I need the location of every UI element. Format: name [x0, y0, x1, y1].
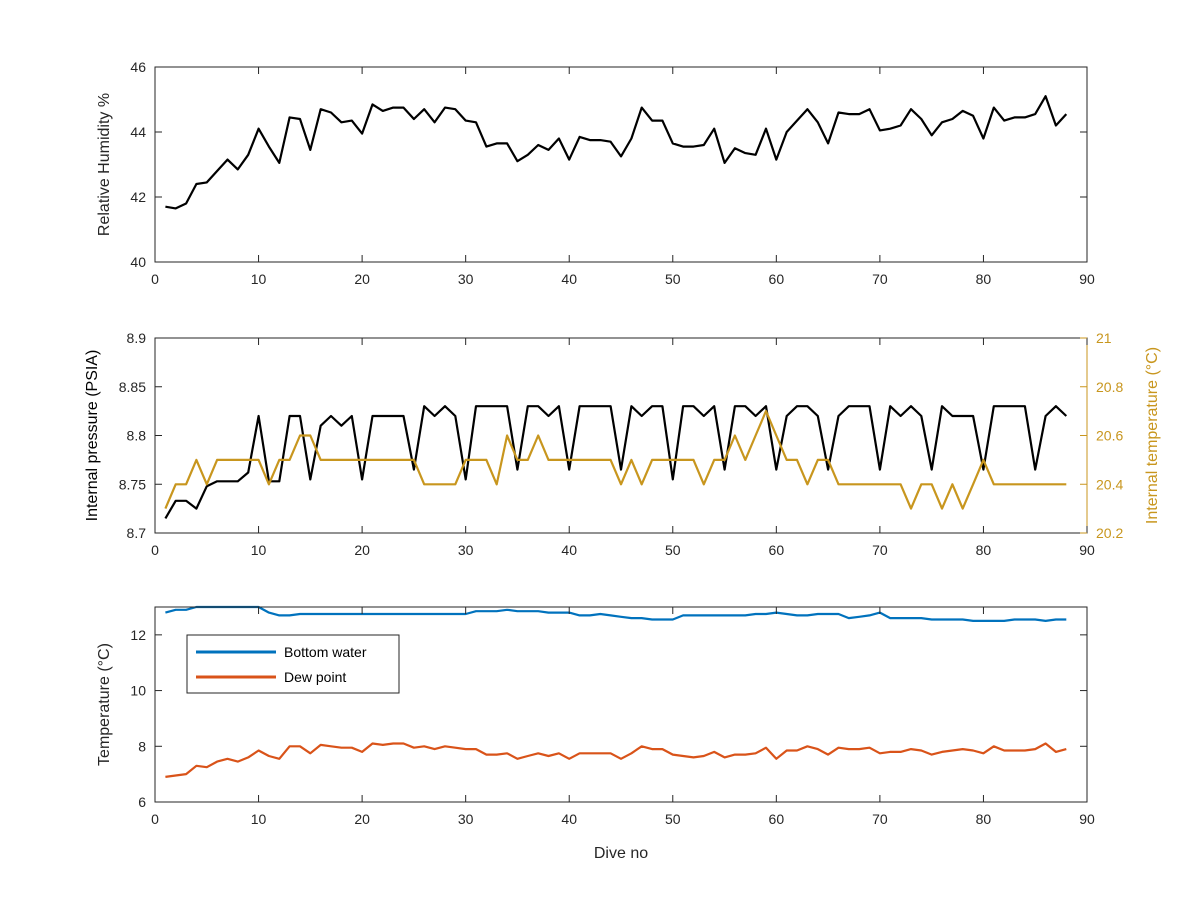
series-line-0-0 [165, 95, 1068, 210]
x-tick-label: 50 [665, 542, 681, 558]
x-tick-label: 70 [872, 811, 888, 827]
humidity-panel: 0 10 20 30 40 50 60 70 80 90 40 42 44 46 Relative Humi… [96, 59, 1095, 287]
y-tick-label: 8.8 [127, 428, 147, 444]
legend: Bottom water Dew point [186, 634, 400, 694]
x-tick-label: 60 [769, 811, 785, 827]
x-tick-label: 70 [872, 542, 888, 558]
x-tick-label: 10 [251, 811, 267, 827]
x-tick-label: 20 [354, 542, 370, 558]
temperature-panel: 0 10 20 30 40 50 60 70 80 90 6 8 10 12 Temperature (°C… [96, 605, 1095, 862]
plot-frame [154, 606, 1088, 803]
y-tick-label: 8.7 [127, 525, 147, 541]
y2-tick-label: 21 [1096, 330, 1112, 346]
series-line-1-0 [164, 405, 1068, 519]
series-line-1-1 [164, 410, 1067, 510]
x-tick-label: 20 [354, 811, 370, 827]
x-tick-label: 90 [1079, 271, 1095, 287]
x-tick-label: 60 [769, 542, 785, 558]
series-line-2-0 [165, 605, 1067, 623]
y2-tick-label: 20.8 [1096, 379, 1123, 395]
y2-tick-label: 20.2 [1096, 525, 1123, 541]
x-tick-label: 50 [665, 271, 681, 287]
y-axis-label: Temperature (°C) [96, 643, 113, 766]
y-tick-label: 8 [138, 738, 146, 754]
x-tick-label: 80 [976, 811, 992, 827]
x-tick-label: 40 [561, 271, 577, 287]
pressure-temperature-panel: 0 10 20 30 40 50 60 70 80 90 8.7 8.75 8.8 8.85 8.9 20.2… [84, 330, 1161, 558]
y-tick-label: 6 [138, 794, 146, 810]
x-tick-label: 60 [769, 271, 785, 287]
y2-tick-label: 20.4 [1096, 476, 1123, 492]
y-tick-label: 10 [130, 683, 146, 699]
x-tick-label: 80 [976, 271, 992, 287]
x-tick-label: 50 [665, 811, 681, 827]
y-axis-label: Internal pressure (PSIA) [84, 350, 101, 522]
legend-label: Dew point [284, 669, 346, 685]
x-tick-label: 40 [561, 811, 577, 827]
x-tick-label: 0 [151, 271, 159, 287]
x-tick-label: 10 [251, 542, 267, 558]
legend-box [186, 634, 400, 694]
y2-tick-label: 20.6 [1096, 428, 1123, 444]
x-tick-label: 70 [872, 271, 888, 287]
y2-axis-label: Internal temperature (°C) [1144, 347, 1161, 524]
y-axis-label: Relative Humidity % [96, 93, 113, 236]
y-tick-label: 46 [130, 59, 146, 75]
x-tick-label: 20 [354, 271, 370, 287]
x-tick-label: 30 [458, 542, 474, 558]
y-tick-label: 8.75 [119, 476, 146, 492]
x-tick-label: 0 [151, 811, 159, 827]
y-tick-label: 44 [130, 124, 146, 140]
x-tick-label: 30 [458, 271, 474, 287]
x-tick-label: 90 [1079, 542, 1095, 558]
y-tick-label: 12 [130, 627, 146, 643]
x-tick-label: 30 [458, 811, 474, 827]
x-tick-label: 0 [151, 542, 159, 558]
x-axis-label: Dive no [594, 845, 648, 862]
y-tick-label: 42 [130, 189, 146, 205]
x-tick-label: 40 [561, 542, 577, 558]
plot-frame [154, 66, 1088, 263]
y-tick-label: 40 [130, 254, 146, 270]
x-tick-label: 10 [251, 271, 267, 287]
x-tick-label: 90 [1079, 811, 1095, 827]
legend-label: Bottom water [284, 644, 367, 660]
series-line-2-1 [165, 742, 1067, 778]
y-tick-label: 8.9 [127, 330, 147, 346]
y-tick-label: 8.85 [119, 379, 146, 395]
x-tick-label: 80 [976, 542, 992, 558]
